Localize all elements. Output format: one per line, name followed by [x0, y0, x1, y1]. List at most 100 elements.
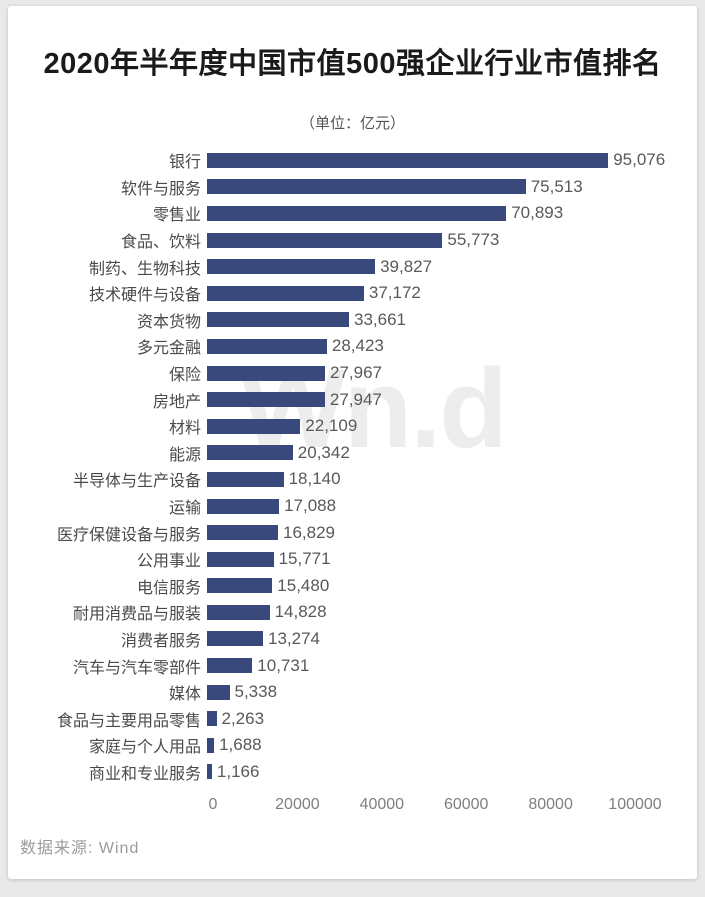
bar-track: 22,109	[207, 413, 697, 440]
value-label: 15,771	[278, 549, 331, 569]
bar	[207, 285, 364, 301]
bar-track: 55,773	[207, 227, 697, 254]
value-label: 2,263	[221, 708, 265, 728]
bar-row: 资本货物 33,661	[8, 307, 697, 334]
bar	[207, 418, 301, 434]
bar-row: 耐用消费品与服装 14,828	[8, 599, 697, 626]
category-label: 消费者服务	[120, 632, 201, 650]
bar	[207, 392, 325, 408]
value-label: 27,947	[329, 389, 382, 409]
bar-track: 27,967	[207, 360, 697, 387]
bar-track: 95,076	[207, 147, 697, 174]
bar-track: 5,338	[207, 679, 697, 706]
bar-row: 媒体 5,338	[8, 679, 697, 706]
x-axis-tick: 80000	[528, 796, 573, 813]
category-label: 银行	[168, 154, 201, 172]
category-label: 制药、生物科技	[88, 260, 201, 278]
bar-row: 消费者服务 13,274	[8, 626, 697, 653]
value-label: 5,338	[234, 682, 278, 702]
bar-row: 零售业 70,893	[8, 200, 697, 227]
bar-row: 软件与服务 75,513	[8, 174, 697, 201]
category-label: 医疗保健设备与服务	[56, 526, 201, 544]
bar	[207, 551, 274, 567]
value-label: 10,731	[257, 655, 310, 675]
bar-chart: 银行 95,076 软件与服务 75,513 零售业 70,893 食品、饮料 …	[8, 147, 697, 785]
bar-track: 75,513	[207, 174, 697, 201]
bar-track: 16,829	[207, 519, 697, 546]
value-label: 95,076	[613, 150, 666, 170]
value-label: 20,342	[297, 442, 350, 462]
bar	[207, 498, 280, 514]
bar-track: 10,731	[207, 652, 697, 679]
category-label: 半导体与生产设备	[72, 473, 201, 491]
value-label: 1,166	[216, 761, 260, 781]
bar-row: 银行 95,076	[8, 147, 697, 174]
bar-row: 食品、饮料 55,773	[8, 227, 697, 254]
value-label: 55,773	[447, 230, 500, 250]
value-label: 70,893	[511, 203, 564, 223]
category-label: 资本货物	[136, 313, 201, 331]
value-label: 13,274	[268, 628, 320, 648]
bar-track: 14,828	[207, 599, 697, 626]
value-label: 15,480	[277, 575, 330, 595]
bar-track: 2,263	[207, 705, 697, 732]
category-label: 食品、饮料	[120, 234, 201, 252]
bar	[207, 179, 526, 195]
bar-row: 家庭与个人用品 1,688	[8, 732, 697, 759]
chart-title: 2020年半年度中国市值500强企业行业市值排名	[43, 48, 662, 80]
bar-track: 39,827	[207, 253, 697, 280]
bar-track: 1,166	[207, 759, 697, 786]
bar-rows: 银行 95,076 软件与服务 75,513 零售业 70,893 食品、饮料 …	[8, 147, 697, 785]
category-label: 材料	[168, 420, 201, 438]
bar	[207, 259, 376, 275]
chart-card: 2020年半年度中国市值500强企业行业市值排名 （单位：亿元） Wn.d 银行…	[8, 6, 697, 879]
value-label: 18,140	[288, 469, 341, 489]
value-label: 75,513	[530, 176, 583, 196]
bar-track: 27,947	[207, 386, 697, 413]
value-label: 28,423	[331, 336, 384, 356]
category-label: 耐用消费品与服装	[72, 606, 201, 624]
bar-row: 公用事业 15,771	[8, 546, 697, 573]
category-label: 保险	[168, 367, 201, 385]
bar-track: 33,661	[207, 307, 697, 334]
x-axis-tick: 100000	[608, 796, 662, 813]
bar	[207, 338, 327, 354]
bar	[207, 737, 215, 753]
category-label: 多元金融	[136, 340, 201, 358]
x-axis-tick: 60000	[443, 796, 489, 813]
x-axis-tick: 40000	[359, 796, 405, 813]
value-label: 17,088	[284, 496, 337, 516]
value-label: 33,661	[354, 309, 406, 329]
bar	[207, 525, 278, 541]
x-axis: 0 20000 40000 60000 80000 100000	[209, 796, 662, 816]
bar	[207, 604, 270, 620]
bar	[207, 764, 212, 780]
bar-row: 医疗保健设备与服务 16,829	[8, 519, 697, 546]
category-label: 公用事业	[136, 553, 201, 571]
bar	[207, 684, 230, 700]
bar-row: 多元金融 28,423	[8, 333, 697, 360]
category-label: 零售业	[152, 207, 201, 225]
value-label: 16,829	[283, 522, 335, 542]
bar-row: 半导体与生产设备 18,140	[8, 466, 697, 493]
category-label: 能源	[168, 446, 201, 464]
bar-row: 电信服务 15,480	[8, 573, 697, 600]
bar-track: 1,688	[207, 732, 697, 759]
bar	[207, 711, 217, 727]
bar-track: 20,342	[207, 440, 697, 467]
bar	[207, 471, 284, 487]
bar	[207, 365, 325, 381]
bar-row: 制药、生物科技 39,827	[8, 253, 697, 280]
value-label: 14,828	[274, 602, 327, 622]
value-label: 39,827	[380, 256, 433, 276]
bar-track: 70,893	[207, 200, 697, 227]
chart-unit-subtitle: （单位：亿元）	[299, 115, 405, 132]
category-label: 媒体	[168, 686, 201, 704]
bar-track: 15,480	[207, 573, 697, 600]
bar-track: 37,172	[207, 280, 697, 307]
category-label: 汽车与汽车零部件	[72, 659, 201, 677]
bar-track: 15,771	[207, 546, 697, 573]
bar-track: 18,140	[207, 466, 697, 493]
bar-row: 技术硬件与设备 37,172	[8, 280, 697, 307]
value-label: 22,109	[305, 416, 358, 436]
